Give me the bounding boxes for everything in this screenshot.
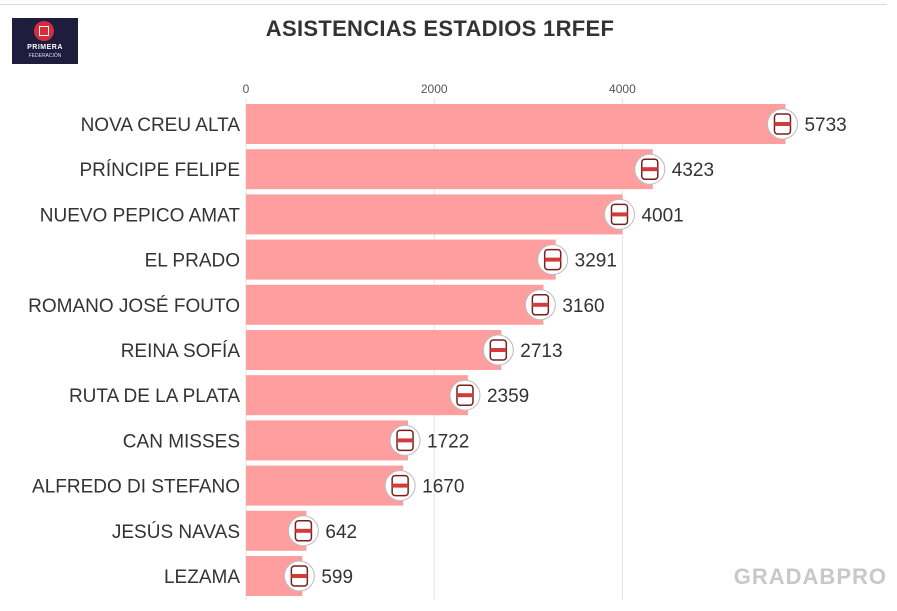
sevilla-crest-icon-band [295, 528, 312, 533]
athletic-crest-icon-band [291, 574, 308, 578]
category-label: EL PRADO [145, 251, 240, 272]
bar [246, 420, 409, 461]
value-label: 3291 [575, 251, 617, 272]
bar [246, 149, 653, 190]
category-label: NUEVO PEPICO AMAT [40, 205, 241, 226]
value-label: 5733 [804, 115, 846, 136]
talavera-crest-icon-band [544, 257, 561, 262]
bar [246, 375, 468, 416]
category-label: PRÍNCIPE FELIPE [80, 160, 241, 181]
ibiza-crest-icon-band [397, 438, 414, 443]
value-label: 3160 [562, 296, 604, 317]
value-label: 599 [321, 567, 353, 588]
bar [246, 104, 786, 144]
villarreal-crest-icon-band [641, 167, 658, 172]
x-tick-label: 4000 [609, 82, 636, 96]
value-label: 2359 [487, 386, 529, 407]
category-label: ALFREDO DI STEFANO [32, 477, 240, 498]
league-mark-icon [34, 21, 54, 41]
value-label: 642 [325, 522, 357, 543]
eldense-crest-icon-band [611, 212, 628, 217]
bar [246, 465, 404, 506]
bar [246, 284, 544, 325]
chart-title: ASISTENCIAS ESTADIOS 1RFEF [265, 16, 615, 41]
merida-crest-icon-band [532, 302, 549, 307]
value-label: 2713 [520, 341, 562, 362]
top-divider [0, 4, 887, 5]
x-tick-label: 0 [243, 82, 250, 96]
value-label: 1722 [427, 431, 469, 452]
category-label: ROMANO JOSÉ FOUTO [28, 296, 240, 317]
watermark: GRADABPRO [733, 564, 887, 589]
category-label: CAN MISSES [123, 431, 240, 452]
logo-text: PRIMERA [27, 44, 63, 51]
category-label: JESÚS NAVAS [112, 521, 240, 543]
x-tick-label: 2000 [421, 82, 448, 96]
category-label: REINA SOFÍA [121, 341, 241, 362]
bar [246, 194, 623, 235]
bar [246, 330, 502, 370]
value-label: 4323 [672, 160, 714, 181]
category-label: RUTA DE LA PLATA [69, 386, 240, 407]
bar [246, 239, 556, 280]
antequera-crest-icon-band [490, 348, 507, 352]
extremadura-crest-icon-band [456, 393, 473, 398]
value-label: 4001 [641, 205, 683, 226]
category-label: LEZAMA [164, 567, 240, 588]
category-label: NOVA CREU ALTA [81, 115, 241, 136]
real-madrid-crest-icon-band [392, 483, 409, 488]
sabadell-crest-icon-band [774, 122, 791, 126]
league-logo: PRIMERA FEDERACIÓN [12, 18, 78, 64]
value-label: 1670 [422, 477, 464, 498]
logo-subtext: FEDERACIÓN [28, 53, 62, 59]
